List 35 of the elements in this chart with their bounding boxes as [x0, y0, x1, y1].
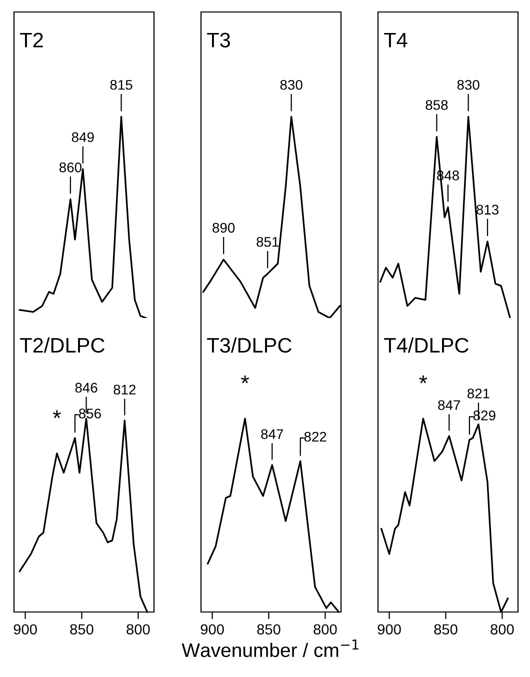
annotation: 860: [59, 162, 82, 172]
x-tick-label: 900: [200, 624, 224, 635]
x-tick-label: 850: [70, 624, 94, 635]
annotation: 847: [261, 429, 284, 440]
chart-title: T2: [20, 32, 43, 48]
annotation: 812: [114, 384, 136, 395]
x-tick-label: 850: [434, 624, 458, 635]
annotation: 830: [280, 80, 302, 90]
annotation: 847: [438, 400, 460, 410]
annotation: 830: [457, 80, 480, 90]
chart-title: T3/DLPC: [207, 337, 292, 353]
annotation: 851: [256, 236, 279, 247]
annotation: 858: [426, 100, 448, 110]
annotation: *: [419, 375, 428, 384]
x-tick-label: 800: [490, 624, 514, 635]
annotation: 822: [304, 432, 326, 442]
x-tick-label: 800: [314, 624, 337, 635]
annotation: 856: [78, 408, 101, 418]
annotation: 821: [468, 388, 490, 398]
x-tick-label: 850: [257, 624, 280, 635]
chart-title: T3: [207, 32, 230, 48]
annotation: 815: [110, 80, 132, 90]
annotation: 849: [72, 132, 94, 142]
chart-title: T4: [384, 32, 408, 48]
x-tick-label: 800: [126, 624, 150, 635]
annotation: 813: [476, 204, 498, 215]
annotation: 890: [212, 222, 235, 233]
chart-title: T4/DLPC: [384, 337, 468, 353]
annotation: *: [241, 375, 250, 384]
x-tick-label: 900: [14, 624, 37, 635]
annotation: 846: [75, 382, 98, 393]
chart-title: T2/DLPC: [20, 337, 104, 353]
x-axis-title: Wavenumber / cm$^{−1}$: [182, 640, 358, 658]
annotation: *: [52, 410, 61, 418]
x-tick-label: 900: [378, 624, 401, 635]
